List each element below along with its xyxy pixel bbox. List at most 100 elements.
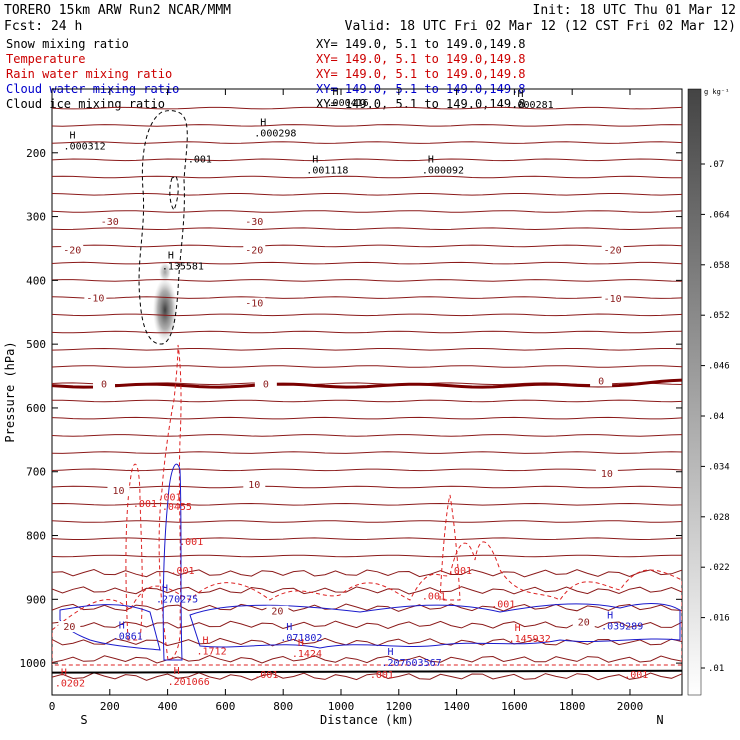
rain-contours (52, 344, 682, 666)
maximum-value: .270275 (156, 594, 198, 605)
isotherm (52, 451, 682, 454)
temperature-label: 10 (112, 486, 124, 497)
label-bg (107, 485, 130, 497)
contour-value-label: .001 (254, 670, 278, 681)
label-bg (595, 467, 618, 479)
isotherm (52, 568, 682, 578)
label-bg (254, 378, 277, 390)
rain-contour-tower (158, 344, 182, 661)
contour-value-label: .001 (491, 600, 515, 611)
isotherm (52, 416, 682, 420)
colorbar-tick-label: .046 (708, 362, 730, 372)
maximum-marker: H (607, 611, 613, 622)
isotherm (52, 586, 682, 595)
temperature-label: 0 (101, 380, 107, 391)
rain-contour-north-bump (439, 494, 461, 601)
maximum-value: .000416 (327, 98, 369, 109)
maximum-marker: H (312, 155, 318, 166)
contour-value-label: .001 (448, 566, 472, 577)
maximum-marker: H (333, 87, 339, 98)
colorbar-tick-label: .064 (708, 210, 730, 220)
isotherm (52, 399, 682, 403)
cloud-ice-shading-upper (159, 262, 171, 282)
temperature-label: -10 (604, 294, 622, 305)
temperature-label: -20 (245, 246, 263, 257)
x-axis-title: Distance (km) (320, 713, 414, 727)
colorbar-tick-label: .058 (708, 261, 730, 271)
isotherm (52, 672, 682, 681)
header-init: Init: 18 UTC Thu 01 Mar 12 (533, 3, 737, 18)
isotherm (52, 106, 682, 110)
isotherm (52, 227, 682, 231)
field-legend: Snow mixing ratio XY= 149.0, 5.1 to 149.0… (6, 37, 526, 111)
colorbar: .01 .016 .022 .028 .034 .04 .046 .052 .058 .064 .0… (687, 88, 730, 696)
contour-value-label: .001 (188, 154, 212, 165)
label-bg (590, 375, 613, 387)
label-bg (572, 616, 595, 628)
isotherm (52, 347, 682, 351)
isotherm (52, 330, 682, 334)
field-name: Snow mixing ratio (6, 37, 129, 51)
temperature-label: 10 (248, 480, 260, 491)
isotherm (52, 296, 682, 299)
contour-value-label: .001 (624, 670, 648, 681)
x-tick-label: 1400 (443, 700, 470, 713)
y-tick-label: 600 (26, 402, 46, 415)
cloud-water-tower (162, 463, 183, 661)
colorbar-unit: g kg⁻¹ (704, 88, 729, 96)
y-tick-label: 400 (26, 274, 46, 287)
y-tick-label: 700 (26, 466, 46, 479)
cloud-ice-shading (153, 278, 177, 342)
endpoint-south: S (80, 713, 87, 727)
contour-value-label: .0455 (162, 502, 192, 513)
maximum-marker: H (202, 636, 208, 647)
temperature-label: -20 (63, 246, 81, 257)
x-tick-label: 1800 (559, 700, 586, 713)
label-bg (243, 244, 266, 256)
colorbar-tick-label: .04 (708, 412, 724, 422)
maximum-value: .0861 (113, 631, 143, 642)
label-bg (84, 292, 107, 304)
maxima-labels: H.000312H.000298H.001118H.000092H.000416… (55, 87, 643, 689)
snow-contour-inner (169, 175, 179, 211)
label-bg (61, 244, 84, 256)
isotherm (52, 261, 682, 265)
label-bg (243, 478, 266, 490)
y-tick-label: 800 (26, 530, 46, 543)
temperature-label: -20 (604, 246, 622, 257)
plot-frame (51, 88, 683, 696)
maximum-value: .201066 (168, 677, 210, 688)
y-tick-label: 200 (26, 147, 46, 160)
isotherm (52, 244, 682, 248)
isotherm (52, 365, 682, 368)
isotherm (52, 210, 682, 213)
isotherm (52, 520, 682, 523)
temperature-label: -10 (245, 299, 263, 310)
header-valid: Valid: 18 UTC Fri 02 Mar 12 (12 CST Fri … (345, 19, 736, 34)
header-model: TORERO 15km ARW Run2 NCAR/MMM (4, 3, 231, 18)
field-name: Temperature (6, 52, 85, 66)
x-tick-label: 200 (100, 700, 120, 713)
maximum-value: .1712 (196, 647, 226, 658)
maximum-marker: H (387, 647, 393, 658)
maximum-marker: H (517, 89, 523, 100)
maximum-value: .071802 (280, 633, 322, 644)
colorbar-tick-label: .07 (708, 160, 724, 170)
isotherm (52, 124, 682, 127)
field-xy: XY= 149.0, 5.1 to 149.0,149.8 (316, 37, 526, 51)
label-bg (601, 293, 624, 305)
contour-value-label: .001 (422, 591, 446, 602)
label-bg (243, 215, 266, 227)
colorbar-tick-label: .052 (708, 311, 730, 321)
temperature-label: 0 (598, 376, 604, 387)
isotherm (52, 603, 682, 612)
y-tick-label: 900 (26, 593, 46, 606)
endpoint-north: N (656, 713, 663, 727)
maximum-value: .1424 (292, 649, 322, 660)
label-bg (58, 621, 81, 633)
x-tick-label: 1600 (501, 700, 528, 713)
isotherm (52, 313, 682, 317)
isotherm (52, 554, 682, 558)
isotherm (52, 193, 682, 196)
